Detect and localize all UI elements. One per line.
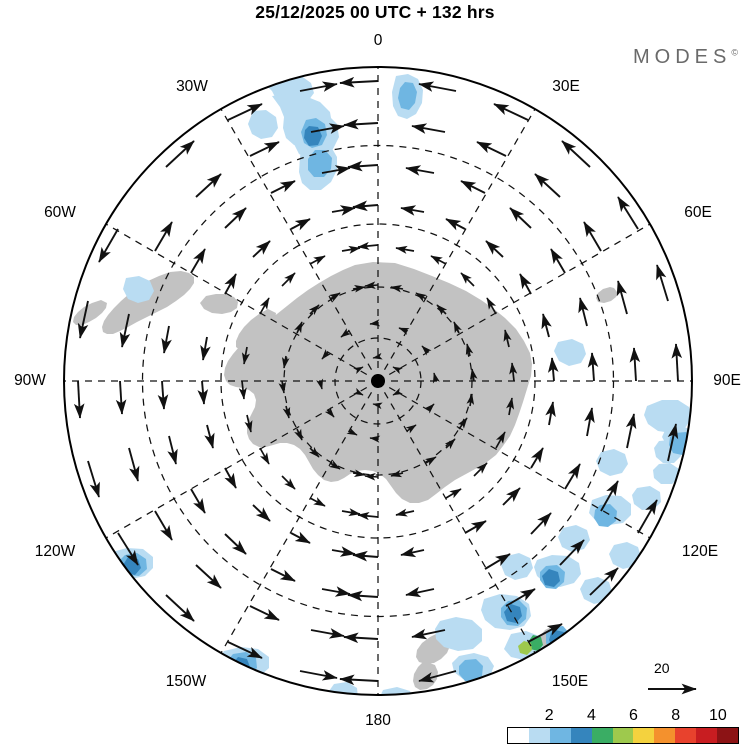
longitude-label-60e: 60E (684, 204, 712, 221)
colorbar-segment-1 (528, 728, 550, 743)
longitude-label-60w: 60W (44, 204, 76, 221)
colorbar-segment-4 (591, 728, 613, 743)
vector-scale-arrow-icon (648, 683, 697, 695)
colorbar-segment-10 (717, 728, 738, 743)
vector-scale-value: 20 (654, 660, 670, 676)
colorbar-tick-4: 4 (586, 707, 596, 724)
colorbar-tick-6: 6 (628, 707, 638, 724)
longitude-label-30w: 30W (176, 78, 208, 95)
colorbar-segment-6 (633, 728, 655, 743)
longitude-label-120w: 120W (34, 543, 76, 560)
longitude-label-120e: 120E (681, 543, 719, 560)
longitude-label-90e: 90E (713, 372, 741, 389)
colorbar-segment-9 (696, 728, 718, 743)
colorbar-tick-10: 10 (708, 707, 727, 724)
colorbar-strip (507, 727, 739, 744)
south-pole-marker (371, 374, 385, 388)
page-title: 25/12/2025 00 UTC + 132 hrs (255, 2, 495, 22)
longitude-label-90w: 90W (14, 372, 46, 389)
colorbar-tick-8: 8 (671, 707, 681, 724)
map-boundary (63, 66, 693, 696)
colorbar-segment-7 (654, 728, 676, 743)
colorbar-segment-2 (549, 728, 571, 743)
precipitation-shading (107, 71, 692, 695)
modes-logo: MODES© (633, 46, 738, 69)
vector-scale-legend: 20 (646, 660, 738, 700)
brand-text: MODES (633, 46, 732, 68)
longitude-label-150e: 150E (551, 673, 589, 690)
colorbar: 2 4 6 8 10 (507, 707, 739, 745)
copyright-icon: © (731, 47, 738, 58)
longitude-label-30e: 30E (552, 78, 580, 95)
longitude-label-0: 0 (373, 32, 383, 49)
colorbar-segment-5 (612, 728, 634, 743)
meridian-lines (64, 67, 692, 695)
wind-vectors (73, 76, 683, 686)
colorbar-tick-2: 2 (544, 707, 554, 724)
colorbar-segment-0 (508, 728, 529, 743)
colorbar-segment-3 (570, 728, 592, 743)
colorbar-segment-8 (675, 728, 697, 743)
colorbar-tick-labels: 2 4 6 8 10 (507, 707, 739, 727)
longitude-label-180: 180 (365, 712, 391, 729)
longitude-label-150w: 150W (165, 673, 207, 690)
